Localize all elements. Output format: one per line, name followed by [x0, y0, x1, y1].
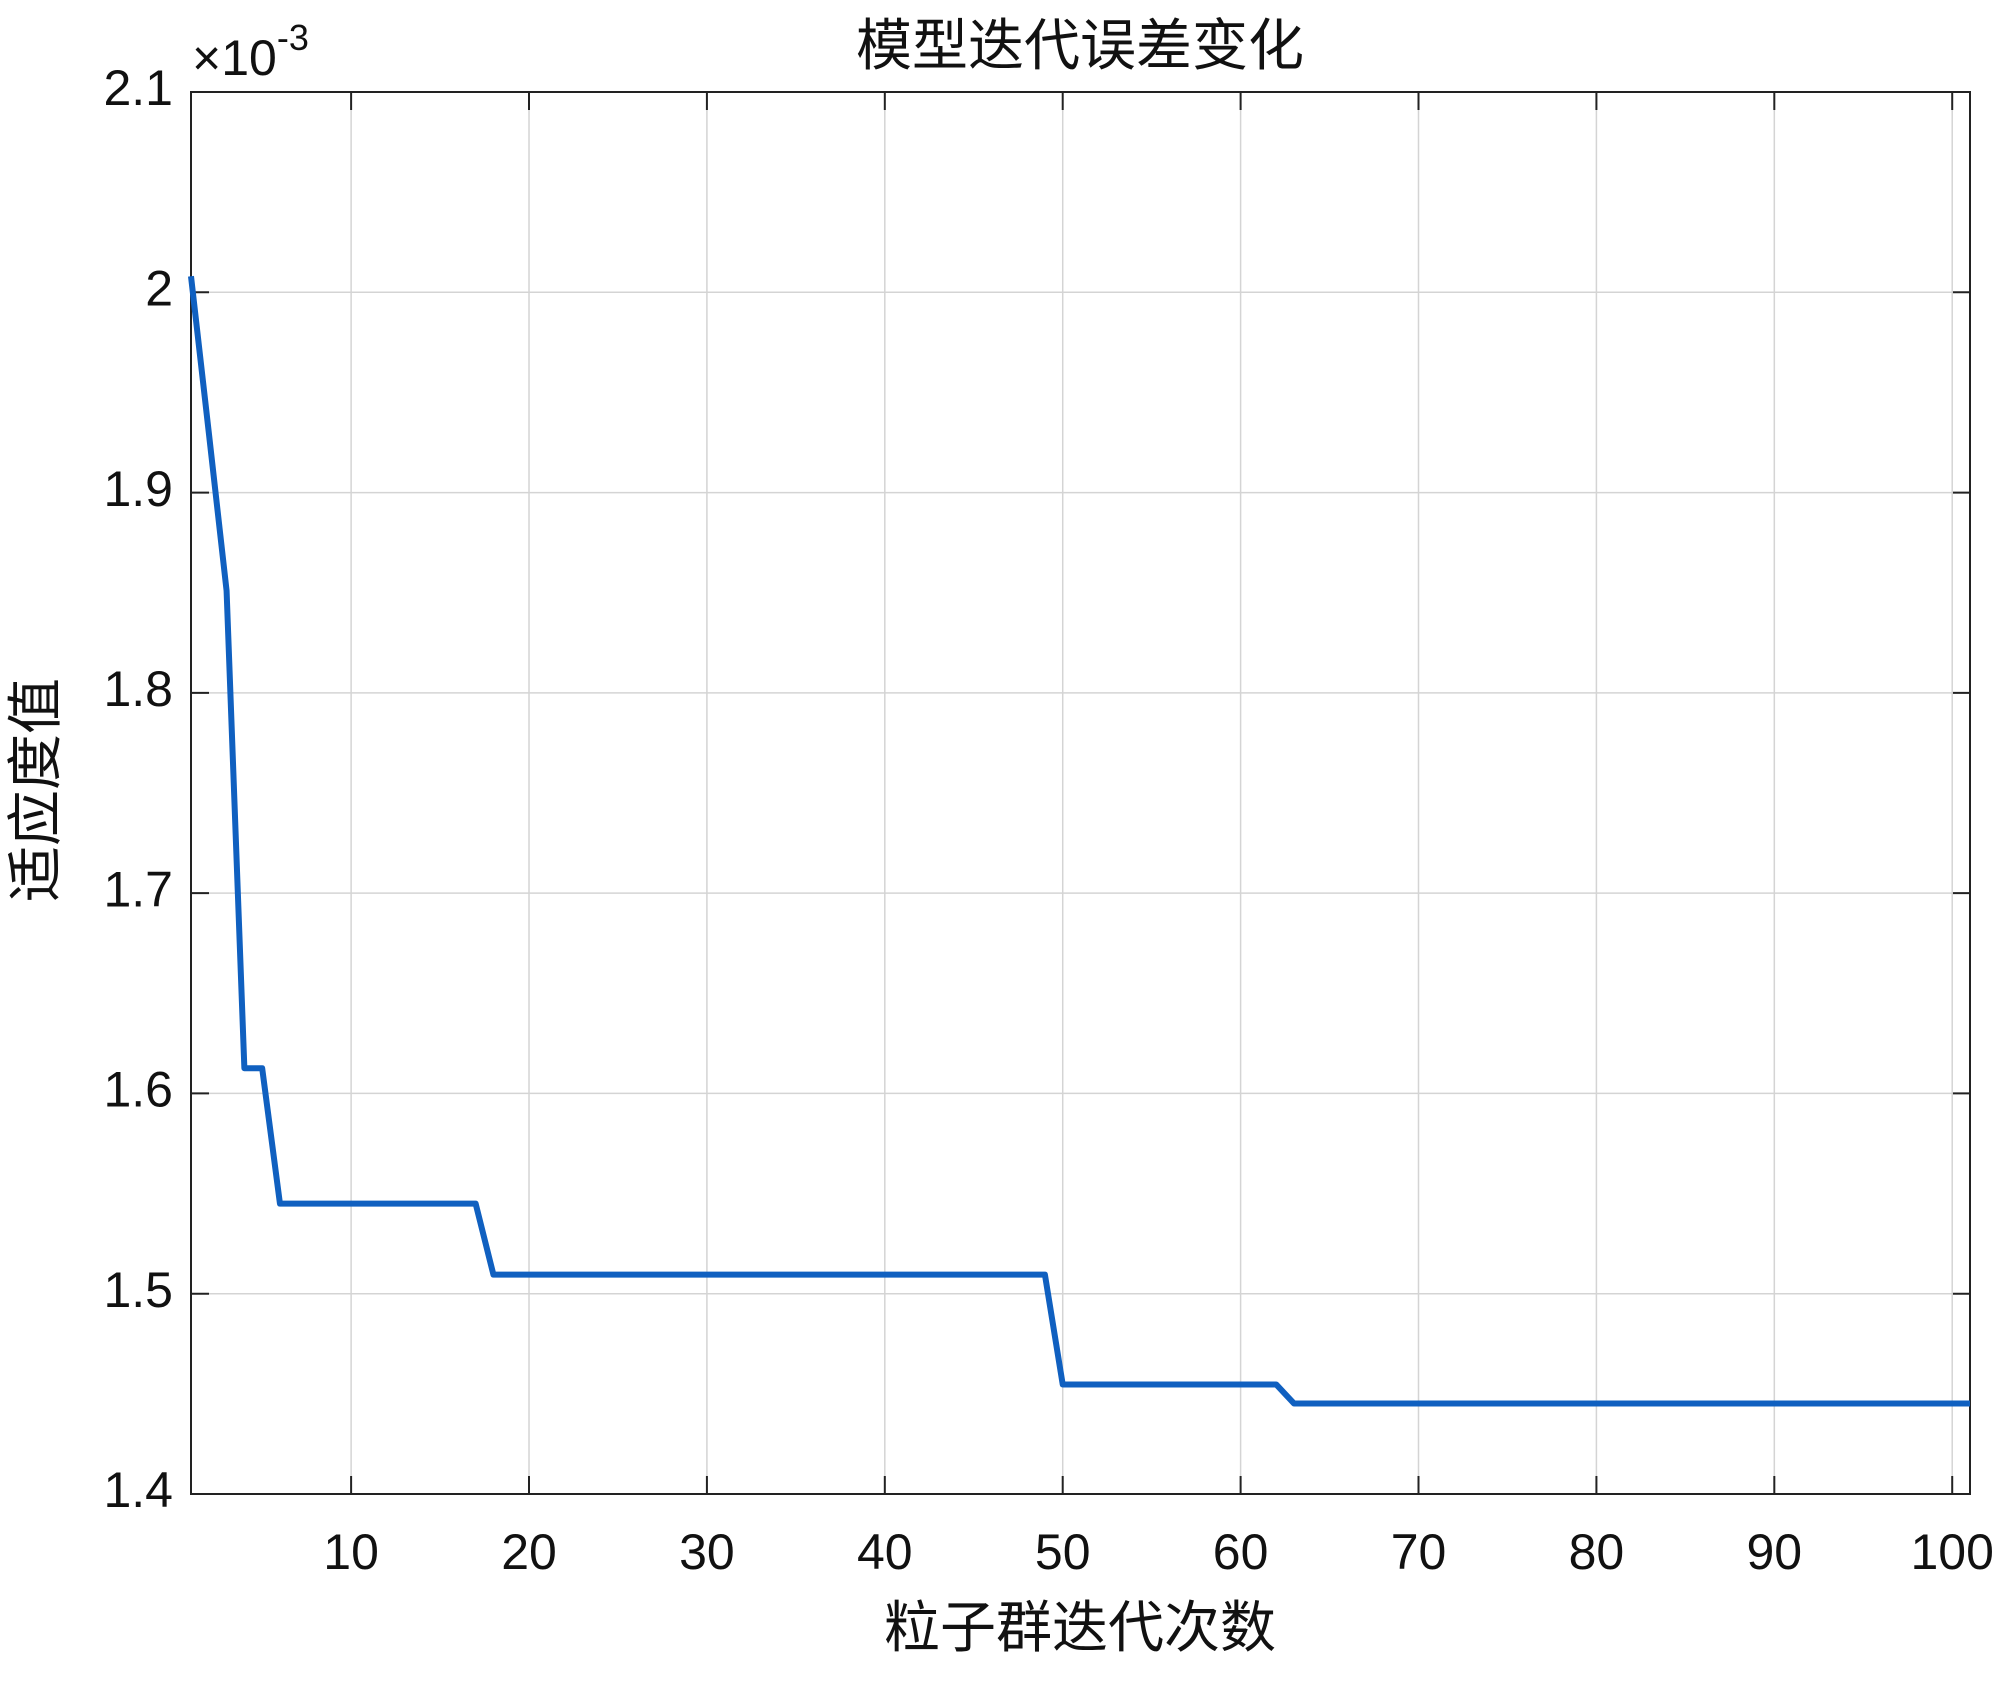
- x-tick-label: 20: [501, 1524, 557, 1580]
- y-multiplier-base: ×10: [192, 30, 277, 86]
- x-tick-label: 30: [679, 1524, 735, 1580]
- chart-title: 模型迭代误差变化: [856, 14, 1304, 77]
- x-tick-label: 90: [1746, 1524, 1802, 1580]
- y-multiplier-exponent: -3: [277, 17, 309, 58]
- y-tick-label: 1.9: [103, 461, 173, 517]
- x-axis-label: 粒子群迭代次数: [884, 1596, 1276, 1659]
- y-tick-label: 2: [145, 260, 173, 316]
- y-tick-label: 1.7: [103, 861, 173, 917]
- x-tick-label: 100: [1910, 1524, 1993, 1580]
- y-tick-label: 1.8: [103, 661, 173, 717]
- x-tick-label: 60: [1213, 1524, 1269, 1580]
- y-multiplier: ×10-3: [192, 17, 309, 87]
- y-axis-label: 适应度值: [4, 678, 67, 902]
- x-tick-label: 10: [323, 1524, 379, 1580]
- x-tick-label: 80: [1569, 1524, 1625, 1580]
- x-tick-label: 50: [1035, 1524, 1091, 1580]
- y-tick-label: 1.6: [103, 1062, 173, 1118]
- axes-box: [190, 91, 1971, 1495]
- x-tick-label: 70: [1391, 1524, 1447, 1580]
- y-tick-label: 1.5: [103, 1262, 173, 1318]
- y-tick-label: 1.4: [103, 1462, 173, 1518]
- x-tick-label: 40: [857, 1524, 913, 1580]
- data-line: [188, 275, 1970, 1407]
- y-tick-label: 2.1: [103, 60, 173, 116]
